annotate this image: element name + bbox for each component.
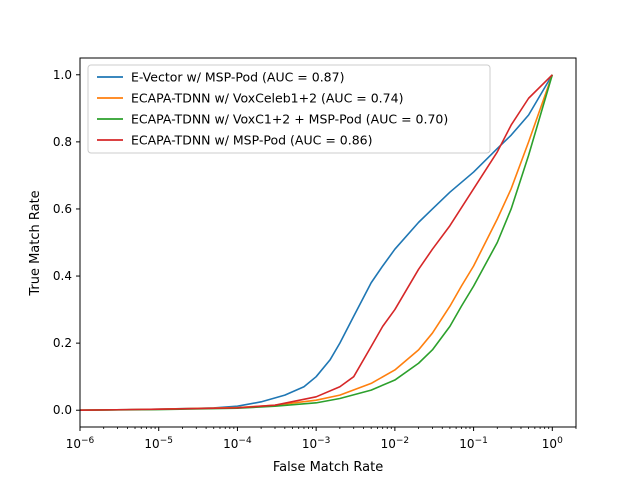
y-tick-label-1: 0.0 xyxy=(53,403,72,417)
x-tick-label-4: 10−3 xyxy=(302,436,331,451)
y-tick-label-3: 0.4 xyxy=(53,269,72,283)
x-tick-label-3: 10−4 xyxy=(223,436,252,451)
y-tick-label-4: 0.6 xyxy=(53,202,72,216)
x-tick-label-5: 10−2 xyxy=(381,436,410,451)
legend: E-Vector w/ MSP-Pod (AUC = 0.87) ECAPA-TD… xyxy=(87,64,491,154)
x-axis-label: False Match Rate xyxy=(273,460,383,475)
legend-label-3: ECAPA-TDNN w/ VoxC1+2 + MSP-Pod (AUC = 0… xyxy=(131,112,448,127)
legend-box xyxy=(87,64,491,154)
series-line-1 xyxy=(79,74,553,412)
y-tick-label-6: 1.0 xyxy=(53,68,72,82)
x-tick-label-6: 10−1 xyxy=(459,436,488,451)
plot-frame xyxy=(79,57,577,428)
x-tick-label-2: 10−5 xyxy=(144,436,173,451)
legend-label-2: ECAPA-TDNN w/ VoxCeleb1+2 (AUC = 0.74) xyxy=(131,91,403,106)
y-axis: 0.0 0.2 0.4 0.6 0.8 1.0 xyxy=(53,68,80,417)
legend-label-1: E-Vector w/ MSP-Pod (AUC = 0.87) xyxy=(131,70,344,85)
y-axis-label: True Match Rate xyxy=(28,190,43,296)
y-tick-label-5: 0.8 xyxy=(53,135,72,149)
curves-layer xyxy=(79,74,554,412)
y-tick-label-2: 0.2 xyxy=(53,336,72,350)
legend-label-4: ECAPA-TDNN w/ MSP-Pod (AUC = 0.86) xyxy=(131,133,372,148)
series-line-4 xyxy=(79,74,553,412)
x-tick-label-7: 100 xyxy=(542,436,563,451)
x-tick-label-1: 10−6 xyxy=(66,436,95,451)
x-axis: 10−6 10−5 10−4 10−3 10−2 10−1 100 xyxy=(66,427,577,451)
